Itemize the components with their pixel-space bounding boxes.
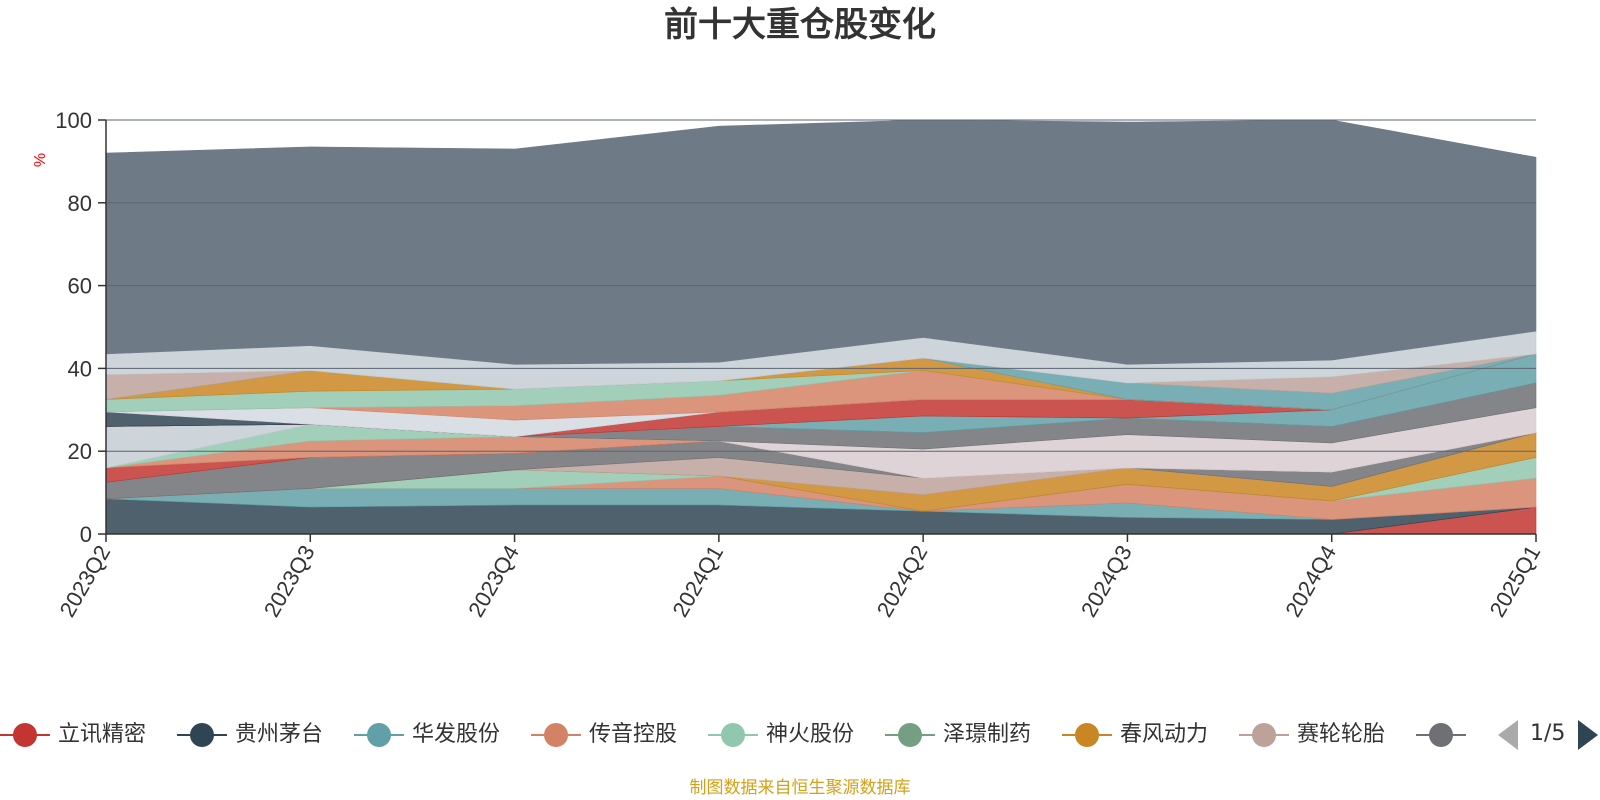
legend-page-indicator: 1/5 xyxy=(1530,721,1566,746)
legend-label: 贵州茅台 xyxy=(235,722,324,747)
legend-label: 华发股份 xyxy=(412,722,501,747)
y-tick-label: 40 xyxy=(68,356,92,381)
area-series-26 xyxy=(105,119,1537,365)
chart-title: 前十大重仓股变化 xyxy=(664,5,936,45)
legend-label: 传音控股 xyxy=(589,722,678,747)
x-tick-label: 2023Q3 xyxy=(259,541,320,621)
y-tick-label: 0 xyxy=(80,522,92,547)
legend-label: 立讯精密 xyxy=(58,722,147,747)
gridlines xyxy=(106,119,1536,452)
legend-viewport: 立讯精密 贵州茅台 华发股份 传音控股 神火股份 泽璟制药 春风动力 赛轮轮胎 海尔智家 xyxy=(0,714,1475,756)
legend-label: 神火股份 xyxy=(766,722,855,747)
x-tick-label: 2023Q4 xyxy=(463,541,524,621)
x-tick-label: 2023Q2 xyxy=(55,541,116,621)
legend-dot-marker xyxy=(1429,723,1453,747)
x-tick-label: 2024Q1 xyxy=(667,541,728,621)
legend-prev-page-icon[interactable] xyxy=(1498,720,1518,750)
legend-dot-marker xyxy=(544,723,568,747)
y-tick-label: 20 xyxy=(68,439,92,464)
x-tick-label: 2024Q2 xyxy=(872,541,933,621)
legend-dot-marker xyxy=(1252,723,1276,747)
y-axis-label: % xyxy=(32,153,49,167)
legend-next-page-icon[interactable] xyxy=(1578,720,1598,750)
x-tick-label: 2025Q1 xyxy=(1485,541,1546,621)
data-source-footer: 制图数据来自恒生聚源数据库 xyxy=(689,778,911,798)
area-series-group xyxy=(105,119,1537,535)
y-tick-label: 60 xyxy=(68,274,92,299)
legend-dot-marker xyxy=(898,723,922,747)
y-tick-label: 100 xyxy=(55,108,92,133)
legend: 立讯精密 贵州茅台 华发股份 传音控股 神火股份 泽璟制药 春风动力 赛轮轮胎 海尔智家 xyxy=(0,714,1600,756)
legend-pager: 1/5 xyxy=(1498,718,1598,752)
legend-label: 海尔智家 xyxy=(1474,720,1475,750)
legend-label: 赛轮轮胎 xyxy=(1297,722,1386,747)
legend-dot-marker xyxy=(190,723,214,747)
x-tick-label: 2024Q4 xyxy=(1280,541,1341,621)
legend-label: 泽璟制药 xyxy=(943,722,1032,747)
y-tick-label: 80 xyxy=(68,191,92,216)
stacked-area-chart: 0 20 40 60 80 100 2023Q2 2023Q3 2023Q4 2024Q1 2024… xyxy=(32,108,1546,621)
legend-dot-marker xyxy=(721,723,745,747)
legend-label: 春风动力 xyxy=(1120,722,1209,747)
legend-dot-marker xyxy=(367,723,391,747)
legend-dot-marker xyxy=(1075,723,1099,747)
x-tick-label: 2024Q3 xyxy=(1076,541,1137,621)
legend-dot-marker xyxy=(13,723,37,747)
